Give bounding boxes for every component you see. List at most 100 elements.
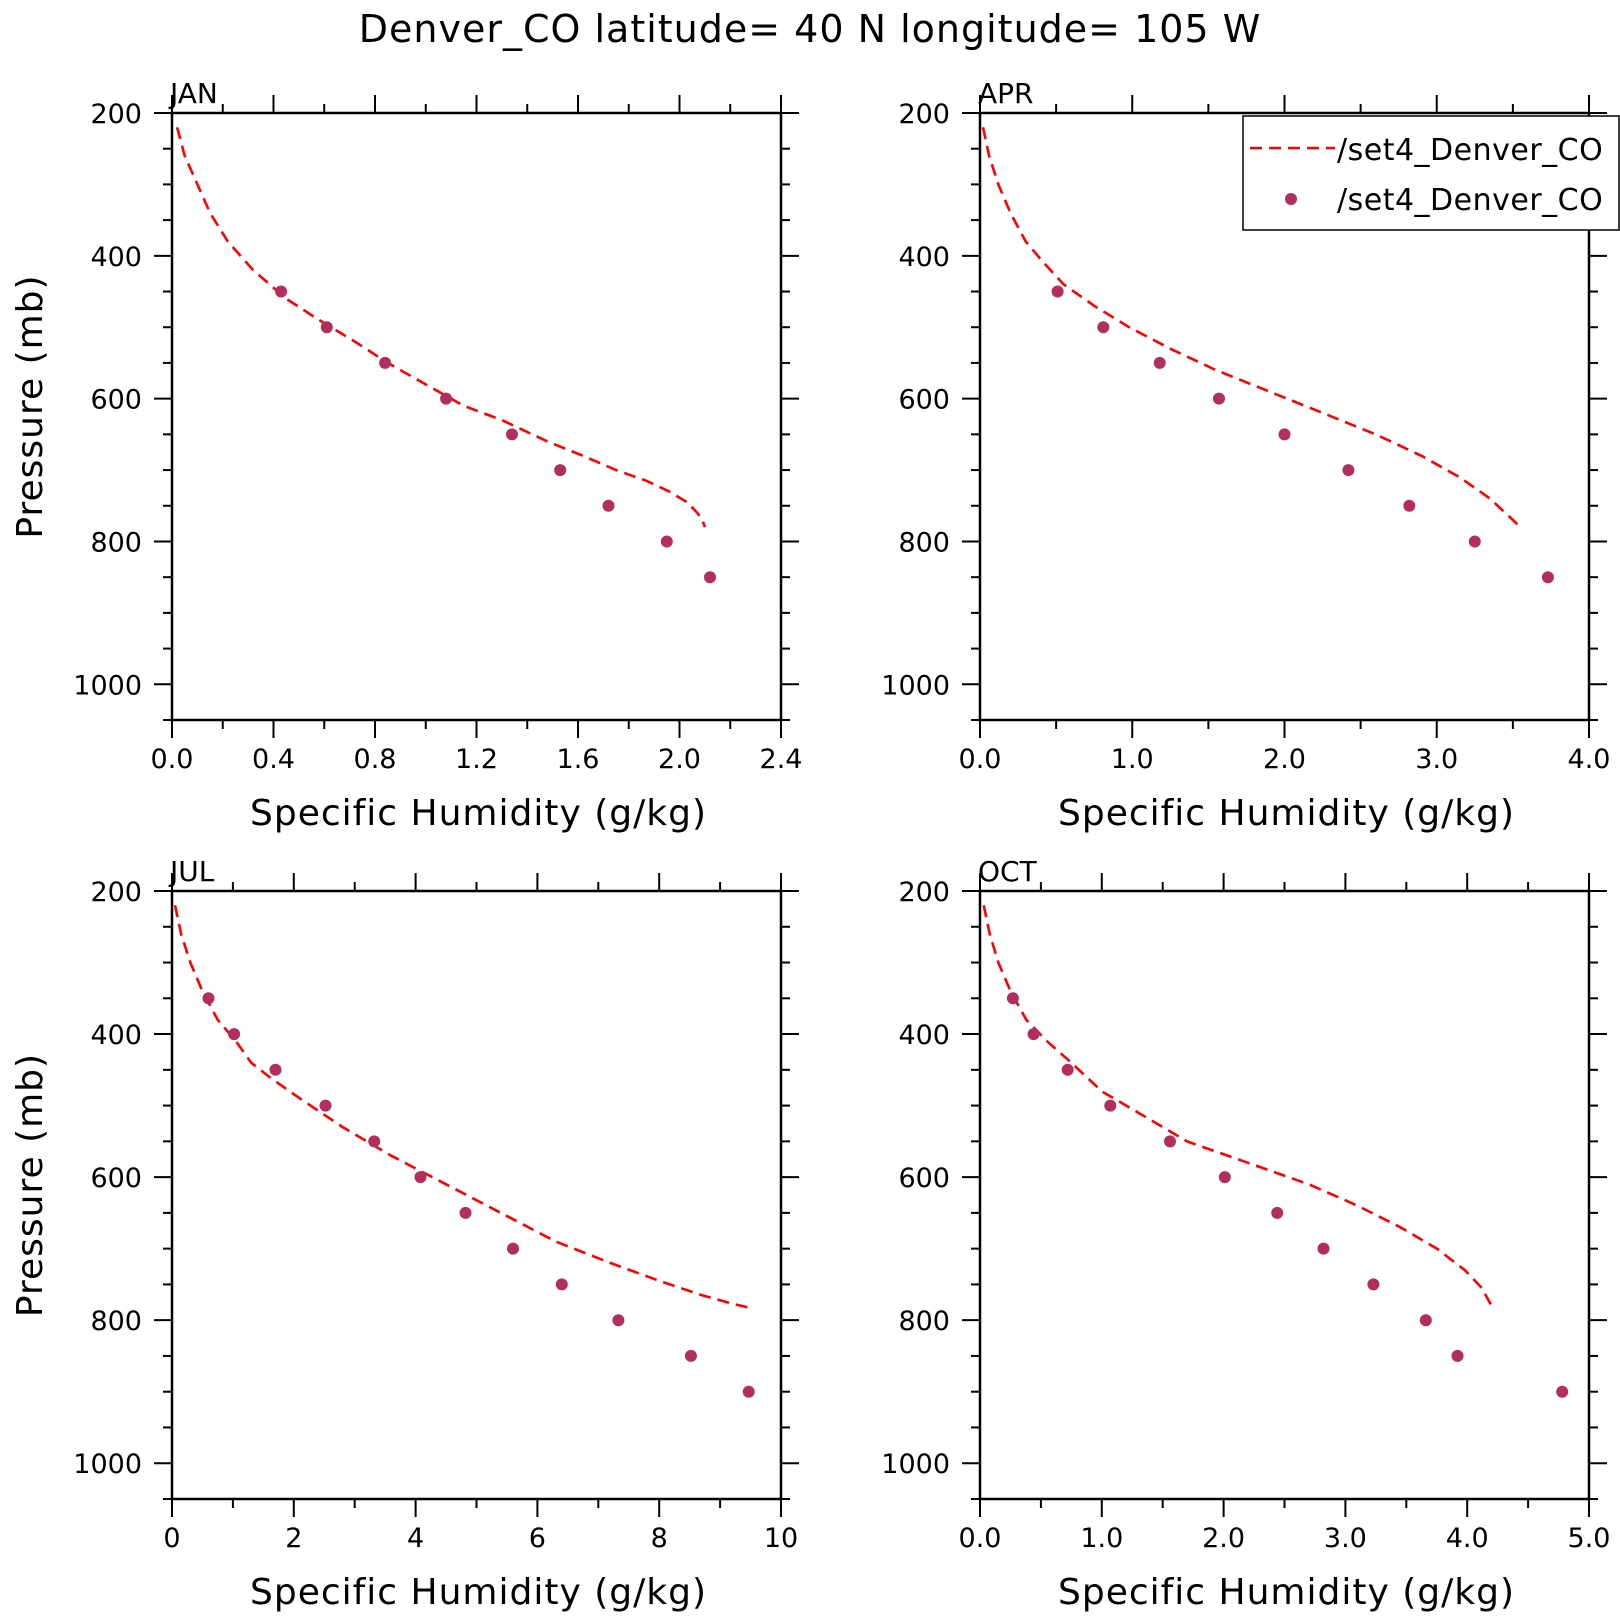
obs-point	[440, 392, 453, 405]
obs-point	[1451, 1349, 1464, 1362]
y-tick-label: 200	[898, 99, 950, 130]
y-tick-label: 800	[898, 1306, 950, 1337]
x-tick-label: 1.6	[557, 744, 600, 775]
legend-label-model: /set4_Denver_CO	[1337, 133, 1603, 168]
panel-jul: JUL 200 400 600 800 1000 0 2 4 6 8 10 Specific Humid…	[10, 855, 799, 1613]
y-tick-label: 800	[898, 527, 950, 558]
y-tick-label: 600	[90, 385, 142, 416]
x-tick-label: 4.0	[1446, 1523, 1489, 1554]
legend-label-obs: /set4_Denver_CO	[1337, 183, 1603, 218]
y-tick-label: 400	[898, 242, 950, 273]
obs-point	[1556, 1385, 1569, 1398]
x-tick-label: 2.0	[658, 744, 701, 775]
x-axis-title: Specific Humidity (g/kg)	[250, 1572, 707, 1613]
x-tick-label: 6	[529, 1523, 546, 1554]
y-tick-label: 600	[898, 385, 950, 416]
panel-label: OCT	[978, 855, 1038, 888]
obs-point	[1278, 428, 1291, 441]
obs-point	[1213, 392, 1225, 405]
x-tick-label: 0.4	[252, 744, 295, 775]
obs-point	[379, 356, 392, 369]
obs-point	[202, 992, 215, 1005]
obs-point	[414, 1171, 427, 1184]
x-tick-label: 0.8	[354, 744, 397, 775]
obs-point	[554, 464, 567, 477]
obs-point	[1468, 535, 1481, 548]
legend-marker-swatch	[1285, 193, 1297, 205]
panel-label: JAN	[168, 77, 218, 110]
y-tick-label: 600	[898, 1163, 950, 1194]
y-tick-label: 1000	[881, 670, 950, 701]
x-tick-label: 3.0	[1324, 1523, 1367, 1554]
obs-point	[368, 1135, 381, 1148]
y-tick-label: 200	[898, 877, 950, 908]
x-tick-label: 2.0	[1202, 1523, 1245, 1554]
x-tick-label: 0.0	[959, 1523, 1002, 1554]
x-tick-label: 2	[285, 1523, 302, 1554]
obs-point	[506, 428, 518, 441]
obs-point	[555, 1278, 568, 1291]
model-line	[173, 905, 748, 1309]
x-axis-title: Specific Humidity (g/kg)	[250, 793, 707, 834]
legend: /set4_Denver_CO/set4_Denver_CO	[1242, 115, 1620, 231]
x-tick-label: 8	[651, 1523, 668, 1554]
model-line	[981, 127, 1522, 529]
x-tick-label: 10	[764, 1523, 798, 1554]
y-tick-label: 200	[90, 877, 142, 908]
obs-point	[459, 1206, 472, 1219]
obs-point	[1164, 1135, 1176, 1148]
x-tick-label: 5.0	[1568, 1523, 1611, 1554]
obs-point	[507, 1242, 519, 1255]
obs-point	[1271, 1206, 1284, 1219]
x-tick-label: 0.0	[151, 744, 194, 775]
obs-point	[1317, 1242, 1330, 1255]
obs-point	[660, 535, 673, 548]
obs-point	[1403, 499, 1416, 512]
model-line	[175, 126, 707, 528]
panel-apr: APR 200 400 600 800 1000 0.0 1.0 2.0 3.0 4.0 Specif…	[881, 77, 1610, 834]
obs-point	[1342, 464, 1355, 477]
obs-point	[684, 1349, 697, 1362]
y-tick-label: 1000	[881, 1449, 950, 1480]
y-tick-label: 400	[90, 1020, 142, 1051]
obs-point	[1097, 321, 1110, 334]
obs-point	[1153, 356, 1166, 369]
obs-point	[1027, 1028, 1040, 1041]
obs-point	[602, 499, 615, 512]
panel-label: JUL	[168, 855, 215, 888]
y-tick-label: 1000	[73, 670, 142, 701]
y-tick-label: 1000	[73, 1449, 142, 1480]
obs-point	[1051, 285, 1064, 298]
x-tick-label: 0	[163, 1523, 180, 1554]
y-axis-title: Pressure (mb)	[10, 274, 51, 538]
model-line	[982, 905, 1493, 1307]
obs-point	[704, 571, 716, 584]
obs-point	[1218, 1171, 1231, 1184]
obs-point	[228, 1028, 241, 1041]
obs-point	[320, 321, 333, 334]
obs-point	[1104, 1099, 1117, 1112]
obs-point	[742, 1385, 755, 1398]
obs-point	[1541, 571, 1554, 584]
x-tick-label: 1.0	[1080, 1523, 1123, 1554]
y-axis-title: Pressure (mb)	[10, 1053, 51, 1317]
x-axis-title: Specific Humidity (g/kg)	[1058, 793, 1515, 834]
legend-box	[1242, 115, 1620, 231]
figure-title: Denver_CO latitude= 40 N longitude= 105 …	[359, 7, 1262, 51]
y-tick-label: 600	[90, 1163, 142, 1194]
obs-point	[1006, 992, 1019, 1005]
x-tick-label: 0.0	[959, 744, 1002, 775]
obs-point	[612, 1314, 625, 1327]
x-tick-label: 1.0	[1111, 744, 1154, 775]
obs-point	[1367, 1278, 1380, 1291]
x-tick-label: 2.4	[760, 744, 803, 775]
obs-point	[1419, 1314, 1432, 1327]
panel-oct: OCT 200 400 600 800 1000 0.0 1.0 2.0 3.0 4.0 5.0 Spe…	[881, 855, 1610, 1613]
x-tick-label: 2.0	[1263, 744, 1306, 775]
x-axis-title: Specific Humidity (g/kg)	[1058, 1572, 1515, 1613]
x-tick-label: 3.0	[1415, 744, 1458, 775]
panel-jan: JAN 200 400 600 800 1000 0.0 0.4 0.8 1.2 1.6 2.0 2.4…	[10, 77, 802, 834]
panel-label: APR	[978, 77, 1034, 110]
x-tick-label: 4.0	[1568, 744, 1611, 775]
